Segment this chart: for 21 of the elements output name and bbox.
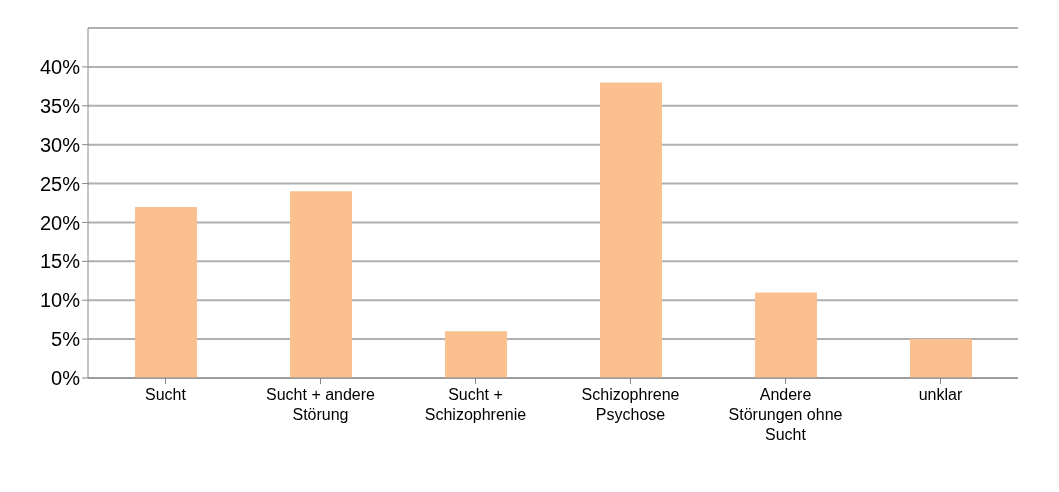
- y-tick-label: 30%: [39, 133, 81, 156]
- bar: [445, 331, 507, 378]
- bar: [290, 191, 352, 378]
- y-tick-label: 5%: [51, 328, 81, 351]
- y-tick-label: 35%: [39, 94, 81, 117]
- y-tick-label: 15%: [39, 250, 81, 273]
- y-tick-label: 40%: [39, 55, 81, 78]
- x-tick-label: unklar: [918, 386, 963, 403]
- bar: [135, 206, 197, 378]
- x-tick-label: Schizophrene Psychose: [581, 386, 680, 423]
- y-tick-label: 25%: [39, 172, 81, 195]
- x-tick-label: Andere Störungen ohne Sucht: [728, 386, 843, 443]
- bar: [755, 292, 817, 378]
- x-tick-label: Sucht + Schizophrenie: [424, 386, 527, 423]
- x-tick-label: Sucht + andere Störung: [266, 386, 376, 423]
- bar: [600, 82, 662, 378]
- bar: [910, 339, 972, 378]
- y-tick-label: 0%: [51, 367, 81, 390]
- x-tick-label: Sucht: [145, 386, 187, 403]
- y-tick-label: 10%: [39, 289, 81, 312]
- y-tick-label: 20%: [39, 211, 81, 234]
